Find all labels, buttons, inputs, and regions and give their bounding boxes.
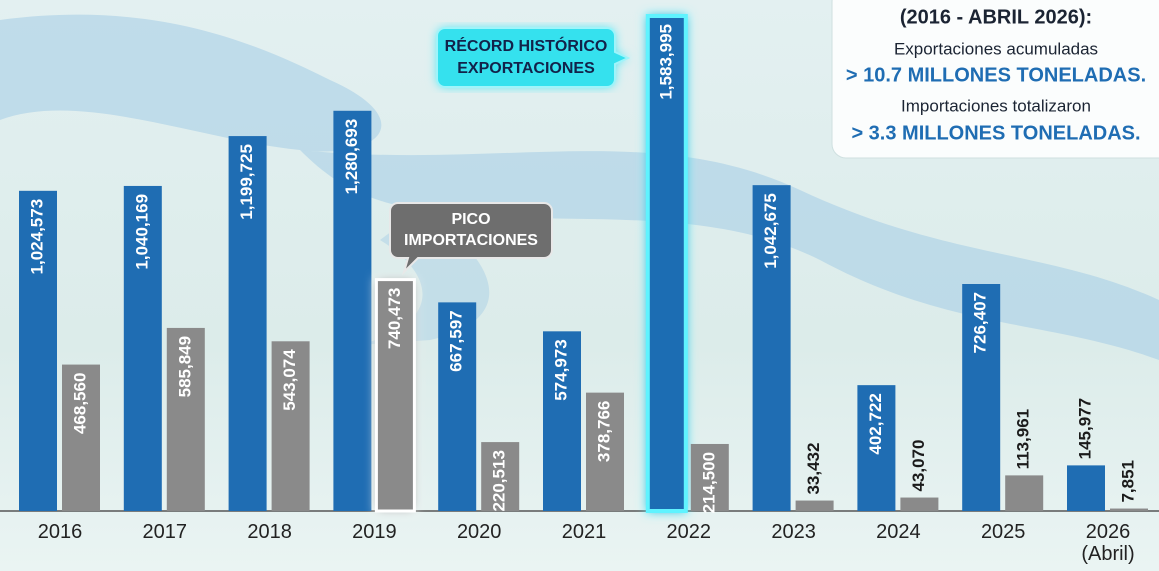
bar [228,136,267,511]
bar [962,283,1001,511]
summary-value: > 3.3 MILLONES TONELADAS. [851,122,1140,144]
bar [19,190,57,512]
summary-text: Importaciones totalizaron [901,96,1091,115]
bar [481,442,520,511]
value-label: 43,070 [909,440,928,492]
x-tick-label: 2026 (Abril) [1081,521,1135,565]
bar [166,327,205,511]
x-tick-label: 2019 [352,521,397,543]
value-label: 214,500 [699,452,718,513]
bar [857,385,896,511]
x-tick-label: 2017 [142,521,188,543]
annotation-text: EXPORTACIONES [457,60,595,77]
bar [752,185,791,511]
bars: 1,024,573 468,560 1,040,169 585,849 1,199,72… [19,14,1148,514]
bar [900,497,939,511]
value-label: 726,407 [971,292,990,353]
value-label: 145,977 [1075,398,1094,459]
annotation-text: IMPORTACIONES [404,232,538,249]
x-tick-label: 2021 [561,521,607,543]
value-label: 402,722 [866,393,885,454]
bar [586,392,624,511]
value-label: 1,024,573 [27,199,46,275]
summary-text: Exportaciones acumuladas [894,39,1098,58]
bar [438,302,477,511]
value-label: 740,473 [385,288,404,349]
value-label: 1,583,995 [656,24,675,100]
x-tick-label: 2024 [876,521,921,543]
value-label: 1,042,675 [761,193,780,269]
bar [333,110,372,511]
annotation-text: PICO [451,211,490,228]
value-label: 220,513 [490,450,509,511]
value-label: 7,851 [1118,460,1137,503]
bar [543,331,581,511]
bar [62,364,100,511]
bar [690,443,729,511]
bar [1067,465,1105,511]
bar [795,500,834,511]
x-tick-label: 2025 [980,521,1026,543]
x-tick-label: 2022 [666,521,712,543]
summary-value: > 10.7 MILLONES TONELADAS. [846,64,1146,86]
value-label: 543,074 [280,349,299,411]
value-label: 574,973 [551,339,570,400]
x-tick-label: 2018 [247,521,292,543]
value-label: 667,597 [447,310,466,371]
x-tick-label: 2016 [37,521,83,543]
bar [374,278,416,513]
value-label: 1,280,693 [342,119,361,195]
value-label: 378,766 [594,401,613,462]
peak-annotation: PICO IMPORTACIONES [389,202,553,276]
x-tick-label: 2023 [771,521,816,543]
value-label: 33,432 [804,443,823,495]
bar [1110,508,1148,511]
record-annotation: RÉCORD HISTÓRICO EXPORTACIONES [436,27,631,88]
x-tick-label: 2020 [456,521,502,543]
value-label: 1,199,725 [237,144,256,220]
bar [271,341,310,511]
bar [123,185,162,511]
summary-box: (2016 - ABRIL 2026): Exportaciones acumu… [831,0,1159,159]
value-label: 1,040,169 [132,194,151,270]
bar [645,14,688,514]
summary-heading: (2016 - ABRIL 2026): [900,6,1092,28]
summary-panel [831,0,1159,159]
callout [389,202,553,276]
callout [436,27,631,88]
value-label: 468,560 [70,373,89,434]
value-label: 113,961 [1014,409,1033,470]
value-label: 585,849 [175,336,194,397]
bar [1005,475,1044,511]
annotation-text: RÉCORD HISTÓRICO [445,36,608,55]
river [0,14,382,152]
